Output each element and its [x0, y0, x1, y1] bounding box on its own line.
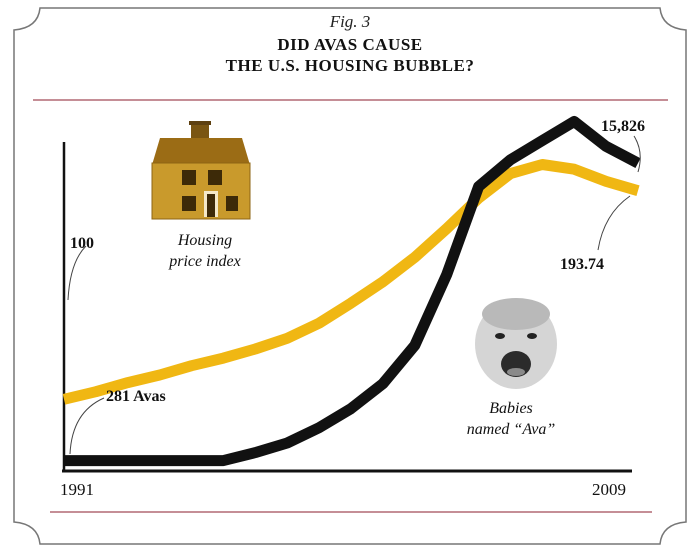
figure-label: Fig. 3: [329, 12, 371, 31]
babies-named-ava-line: [64, 116, 641, 467]
avas-series-label-line-1: Babies: [489, 400, 533, 417]
housing-end-label: 193.74: [560, 256, 604, 273]
leader-line-19374: [597, 195, 631, 251]
housing-start-label: 100: [70, 235, 94, 252]
chart-title-line-2: THE U.S. HOUSING BUBBLE?: [225, 56, 475, 75]
x-axis-start-label: 1991: [60, 480, 94, 499]
leader-line-15826: [633, 135, 641, 173]
housing-series-label: Housing price index: [160, 230, 250, 272]
baby-face-icon: [475, 298, 557, 389]
avas-end-label: 15,826: [601, 118, 645, 135]
leader-line-281: [69, 397, 105, 455]
frame-border: [13, 7, 687, 545]
house-icon: [151, 121, 251, 220]
leader-line-100: [67, 245, 87, 301]
housing-price-index-line: [62, 159, 640, 405]
avas-series-label: Babies named “Ava”: [456, 398, 566, 440]
chart-title-line-1: DID AVAS CAUSE: [277, 35, 423, 54]
avas-series-label-line-2: named “Ava”: [466, 421, 556, 438]
avas-start-label: 281 Avas: [106, 388, 166, 405]
x-axis-end-label: 2009: [592, 480, 626, 499]
housing-series-label-line-1: Housing: [177, 232, 233, 249]
housing-series-label-line-2: price index: [169, 253, 241, 270]
